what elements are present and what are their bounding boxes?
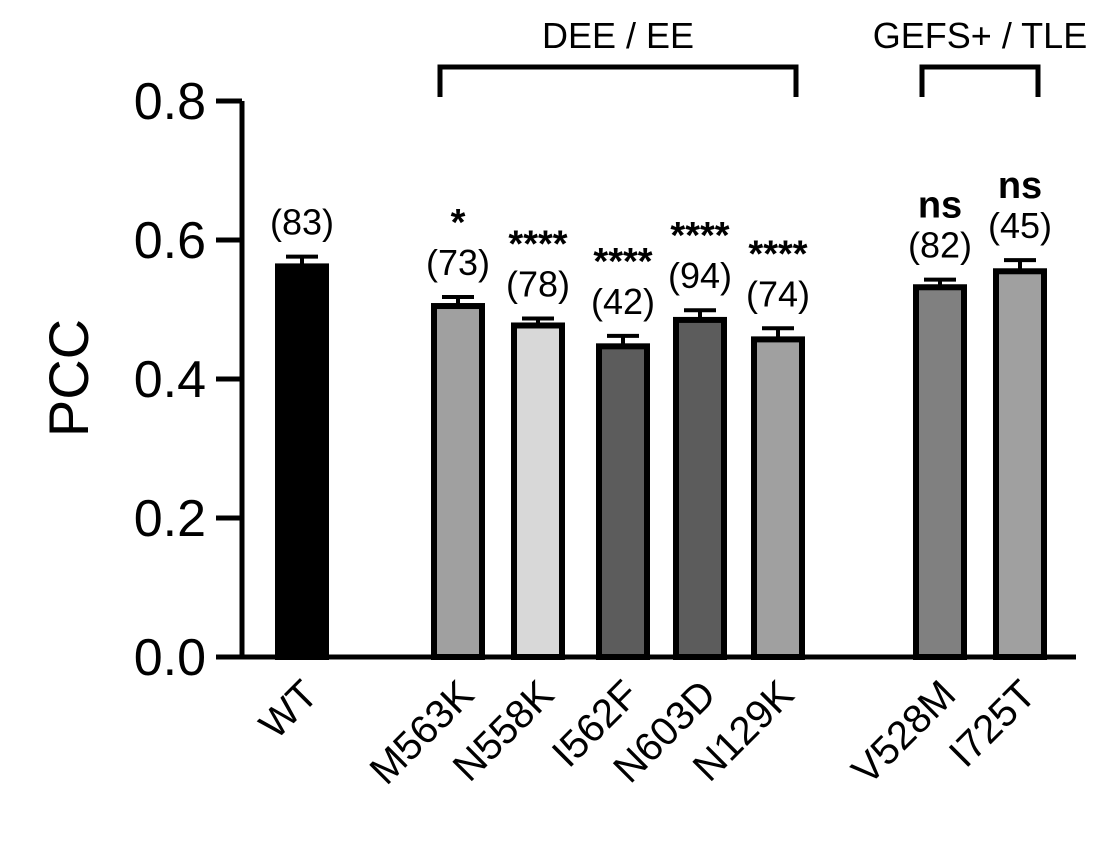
significance-label: *	[451, 202, 466, 244]
bar	[993, 268, 1047, 660]
significance-label: ****	[670, 215, 729, 257]
significance-label: ****	[508, 224, 567, 266]
y-tick-label: 0.2	[134, 490, 206, 548]
n-label: (83)	[270, 202, 334, 243]
x-tick-label: I725T	[941, 672, 1044, 775]
y-tick-label: 0.8	[134, 73, 206, 131]
bar	[275, 263, 329, 660]
bar	[913, 284, 967, 660]
axes: 0.0 0.2 0.4 0.6 0.8	[134, 73, 1076, 687]
bar	[511, 322, 565, 660]
group-label: DEE / EE	[542, 15, 694, 56]
significance-label: ****	[593, 241, 652, 283]
y-tick-label: 0.6	[134, 212, 206, 270]
y-tick-label: 0.4	[134, 351, 206, 409]
y-tick-label: 0.0	[134, 629, 206, 687]
bar	[673, 316, 727, 660]
n-label: (78)	[506, 264, 570, 305]
n-label: (82)	[908, 225, 972, 266]
group-label: GEFS+ / TLE	[873, 15, 1087, 56]
bar	[751, 336, 805, 660]
n-label: (73)	[426, 242, 490, 283]
significance-label: ns	[918, 185, 962, 227]
significance-label: ns	[998, 165, 1042, 207]
n-label: (45)	[988, 205, 1052, 246]
x-tick-label: V528M	[844, 672, 965, 793]
group-bracket	[919, 64, 1041, 97]
n-label: (94)	[668, 255, 732, 296]
y-axis-title: PCC	[37, 319, 100, 437]
group-bracket	[437, 64, 799, 97]
significance-label: ****	[748, 233, 807, 275]
n-label: (74)	[746, 273, 810, 314]
bar	[431, 303, 485, 660]
bar	[596, 343, 650, 660]
bars	[275, 254, 1047, 660]
x-tick-label: WT	[251, 672, 326, 747]
n-label: (42)	[591, 281, 655, 322]
